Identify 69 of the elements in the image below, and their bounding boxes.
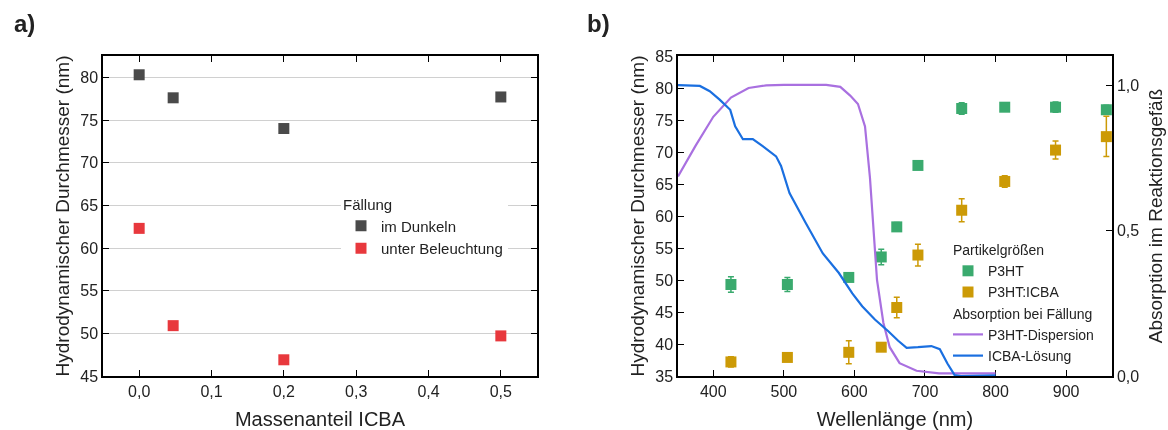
point <box>1050 144 1062 156</box>
point <box>891 302 903 314</box>
y2-tick-label: 1,0 <box>1116 76 1140 94</box>
y2-tick-label: 0,5 <box>1116 222 1140 240</box>
y-tick-label: 70 <box>80 154 99 172</box>
x-tick-label: 700 <box>911 382 939 400</box>
y-tick-label: 85 <box>655 47 674 65</box>
x-tick-label: 0,4 <box>417 382 440 400</box>
x-tick-label: 0,2 <box>272 382 296 400</box>
y-tick-label: 65 <box>80 196 99 214</box>
y-tick-label: 55 <box>655 239 674 257</box>
x-tick-label: 0,1 <box>200 382 223 400</box>
y-tick-label: 50 <box>80 324 99 342</box>
x-tick-label: 0,3 <box>345 382 368 400</box>
y-axis-title: Hydrodynamischer Durchmesser (nm) <box>626 55 648 377</box>
y-tick-label: 60 <box>655 207 674 225</box>
y-tick-label: 45 <box>655 303 674 321</box>
x-tick-label: 900 <box>1052 382 1080 400</box>
point <box>781 351 793 363</box>
y-tick-label: 75 <box>655 111 674 129</box>
legend-title: Fällung <box>343 195 393 213</box>
point <box>133 69 145 81</box>
legend-label: unter Beleuchtung <box>381 240 503 258</box>
point <box>167 92 179 104</box>
legend-label: ICBA-Lösung <box>988 348 1072 365</box>
y-tick-label: 50 <box>655 271 674 289</box>
point <box>278 354 290 366</box>
x-tick-label: 500 <box>770 382 798 400</box>
y2-tick-label: 0,0 <box>1116 367 1140 385</box>
point <box>167 320 179 332</box>
x-tick-label: 400 <box>699 382 727 400</box>
legend-label: im Dunkeln <box>381 217 457 235</box>
y-tick-label: 60 <box>80 239 99 257</box>
legend-label: P3HT <box>988 263 1025 280</box>
y-axis-title: Hydrodynamischer Durchmesser (nm) <box>51 55 73 377</box>
point <box>912 249 924 261</box>
point <box>495 91 507 103</box>
x-tick-label: 800 <box>982 382 1010 400</box>
point <box>133 222 145 234</box>
legend-label: P3HT-Dispersion <box>988 326 1094 343</box>
x-axis-title: Wellenlänge (nm) <box>816 408 974 430</box>
point <box>843 271 855 283</box>
y-tick-label: 40 <box>655 335 674 353</box>
point <box>278 123 290 135</box>
y-tick-label: 45 <box>80 367 99 385</box>
text: Partikelgrößen <box>953 242 1045 259</box>
x-tick-label: 600 <box>841 382 868 400</box>
point <box>956 204 968 216</box>
y-tick-label: 35 <box>655 367 674 385</box>
point <box>999 101 1011 113</box>
y-tick-label: 55 <box>80 282 99 300</box>
x-tick-label: 0,0 <box>128 382 151 400</box>
y-tick-label: 80 <box>80 68 99 86</box>
point <box>843 346 855 358</box>
y-tick-label: 70 <box>655 143 674 161</box>
x-tick-label: 0,5 <box>489 382 513 400</box>
y-tick-label: 65 <box>655 175 674 193</box>
text: a) <box>14 10 36 37</box>
point <box>495 330 507 342</box>
point <box>875 341 887 353</box>
y-tick-label: 80 <box>655 79 674 97</box>
x-axis-title: Massenanteil ICBA <box>234 408 406 430</box>
point <box>912 159 924 171</box>
point <box>1100 131 1112 143</box>
text: Absorption bei Fällung <box>953 305 1093 322</box>
text: b) <box>587 10 610 37</box>
legend-label: P3HT:ICBA <box>988 284 1060 301</box>
y2-axis-title: Absorption im Reaktionsgefäß <box>1144 88 1166 344</box>
y-tick-label: 75 <box>80 111 99 129</box>
